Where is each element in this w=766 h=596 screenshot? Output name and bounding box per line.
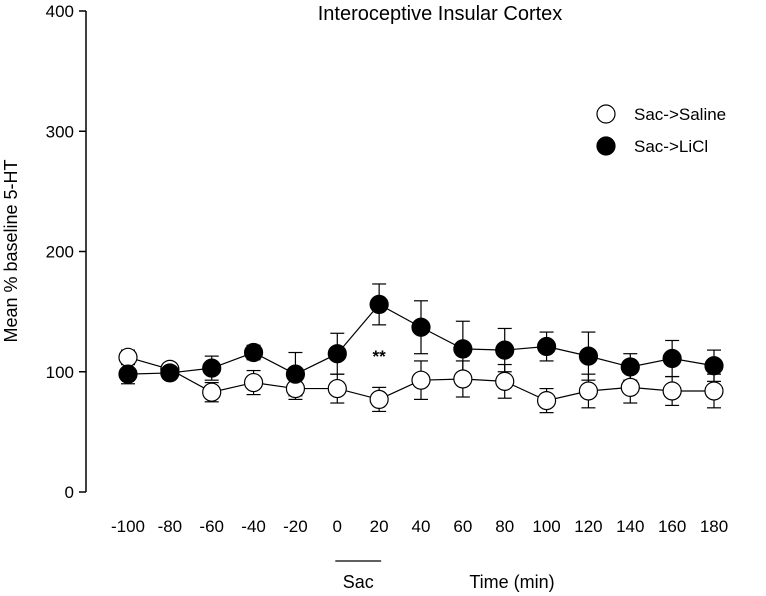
point-saline--40 <box>243 372 264 393</box>
x-tick-label--60: -60 <box>199 517 224 536</box>
point-saline-100 <box>536 391 557 411</box>
x-tick-label-180: 180 <box>700 517 728 536</box>
x-tick-label-80: 80 <box>495 517 514 536</box>
y-tick-label-400: 400 <box>46 2 74 21</box>
point-licl--20 <box>285 364 306 384</box>
y-tick-label-100: 100 <box>46 363 74 382</box>
point-saline--60 <box>202 382 222 402</box>
point-licl--100 <box>118 364 138 384</box>
y-tick-label-200: 200 <box>46 243 74 262</box>
point-licl--60 <box>202 358 222 378</box>
x-tick-label-40: 40 <box>412 517 431 536</box>
legend-marker-licl <box>596 136 616 156</box>
x-tick-label-160: 160 <box>658 517 686 536</box>
point-saline-80 <box>495 371 515 391</box>
point-licl-0 <box>327 344 347 364</box>
legend-label-saline: Sac->Saline <box>634 105 726 124</box>
point-licl-20 <box>369 294 389 315</box>
legend-label-licl: Sac->LiCl <box>634 137 708 156</box>
point-saline-40 <box>411 370 431 390</box>
x-tick-label-100: 100 <box>532 517 560 536</box>
x-tick-label--100: -100 <box>111 517 145 536</box>
point-saline-180 <box>704 381 724 401</box>
point-licl-120 <box>578 346 599 366</box>
point-licl--40 <box>243 342 264 363</box>
point-saline--100 <box>118 347 138 367</box>
annotations: ** <box>373 347 387 366</box>
point-licl-80 <box>495 340 515 360</box>
y-axis-label: Mean % baseline 5-HT <box>1 159 21 342</box>
x-tick-label-60: 60 <box>453 517 472 536</box>
x-tick-label-0: 0 <box>333 517 342 536</box>
point-saline-60 <box>453 369 473 389</box>
sac-label: Sac <box>343 572 374 592</box>
y-tick-label-300: 300 <box>46 122 74 141</box>
point-licl-180 <box>704 356 724 376</box>
data-points <box>118 294 724 411</box>
point-saline-140 <box>620 377 640 397</box>
point-licl-100 <box>536 336 557 357</box>
x-tick-label--20: -20 <box>283 517 308 536</box>
axes: 0 100 200 300 400 -100 -80 -60 -40 -20 0 20 40 60 80 10… <box>46 2 729 592</box>
point-saline-120 <box>578 381 599 401</box>
point-licl-60 <box>453 339 473 359</box>
x-tick-label--40: -40 <box>241 517 266 536</box>
point-licl-140 <box>620 357 640 377</box>
point-saline-20 <box>369 389 389 410</box>
x-tick-label-20: 20 <box>370 517 389 536</box>
point-saline-0 <box>327 378 347 399</box>
x-axis-label: Time (min) <box>469 572 554 592</box>
legend: Sac->Saline Sac->LiCl <box>596 104 726 156</box>
significance-marker: ** <box>373 347 387 366</box>
point-licl-160 <box>662 348 682 369</box>
point-saline-160 <box>662 381 682 401</box>
point-licl--80 <box>160 363 180 383</box>
chart-title: Interoceptive Insular Cortex <box>318 3 563 25</box>
y-tick-label-0: 0 <box>65 483 74 502</box>
x-tick-label--80: -80 <box>158 517 183 536</box>
x-tick-label-140: 140 <box>616 517 644 536</box>
legend-marker-saline <box>596 104 616 124</box>
x-tick-label-120: 120 <box>574 517 602 536</box>
point-licl-40 <box>411 317 431 337</box>
